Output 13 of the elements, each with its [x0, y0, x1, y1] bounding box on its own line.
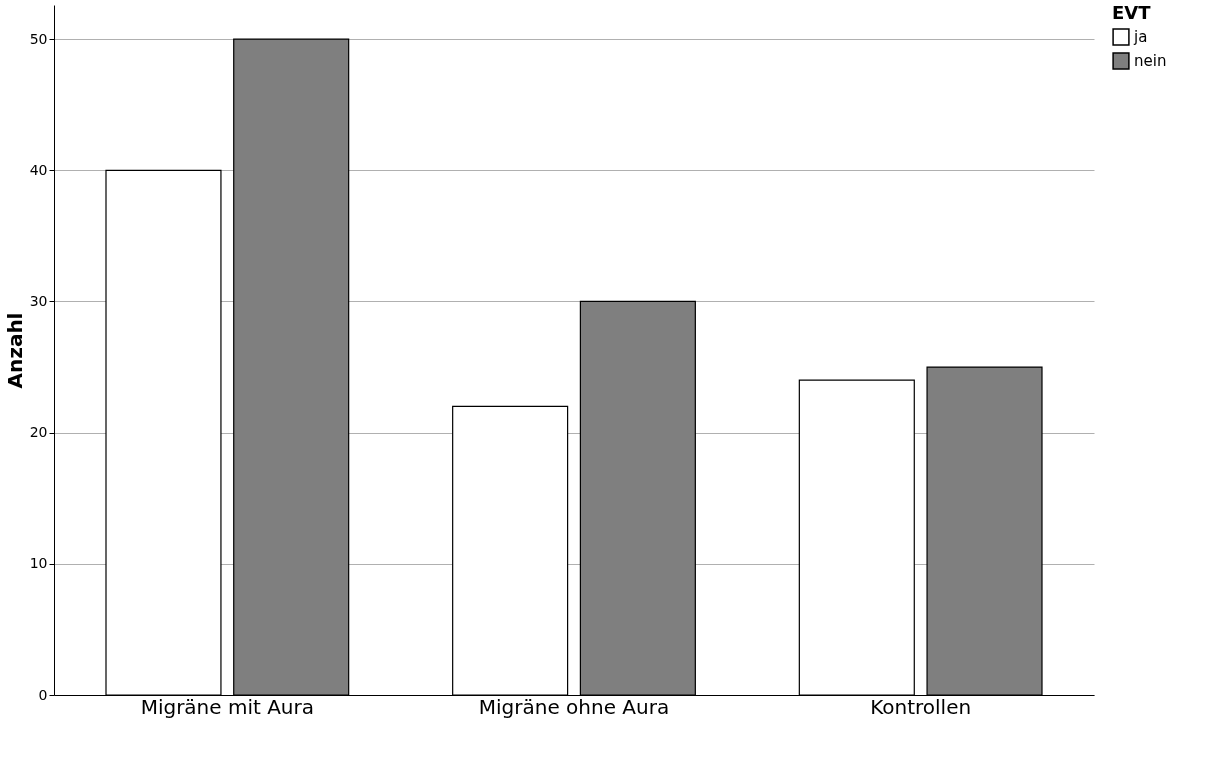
y-tick-label: 10	[29, 555, 48, 572]
y-tick-label: 50	[29, 30, 48, 47]
y-tick-label: 40	[29, 161, 48, 178]
y-tick-label: 30	[29, 292, 48, 309]
x-tick-label: Kontrollen	[870, 694, 972, 719]
y-tick-label: 20	[29, 424, 48, 441]
legend-label: nein	[1134, 52, 1167, 70]
legend-title: EVT	[1112, 2, 1152, 23]
x-tick-label: Migräne mit Aura	[140, 694, 315, 719]
y-tick-label: 0	[38, 686, 48, 703]
y-axis-title: Anzahl	[2, 312, 27, 389]
x-tick-label: Migräne ohne Aura	[478, 694, 670, 719]
legend-label: ja	[1133, 28, 1148, 46]
